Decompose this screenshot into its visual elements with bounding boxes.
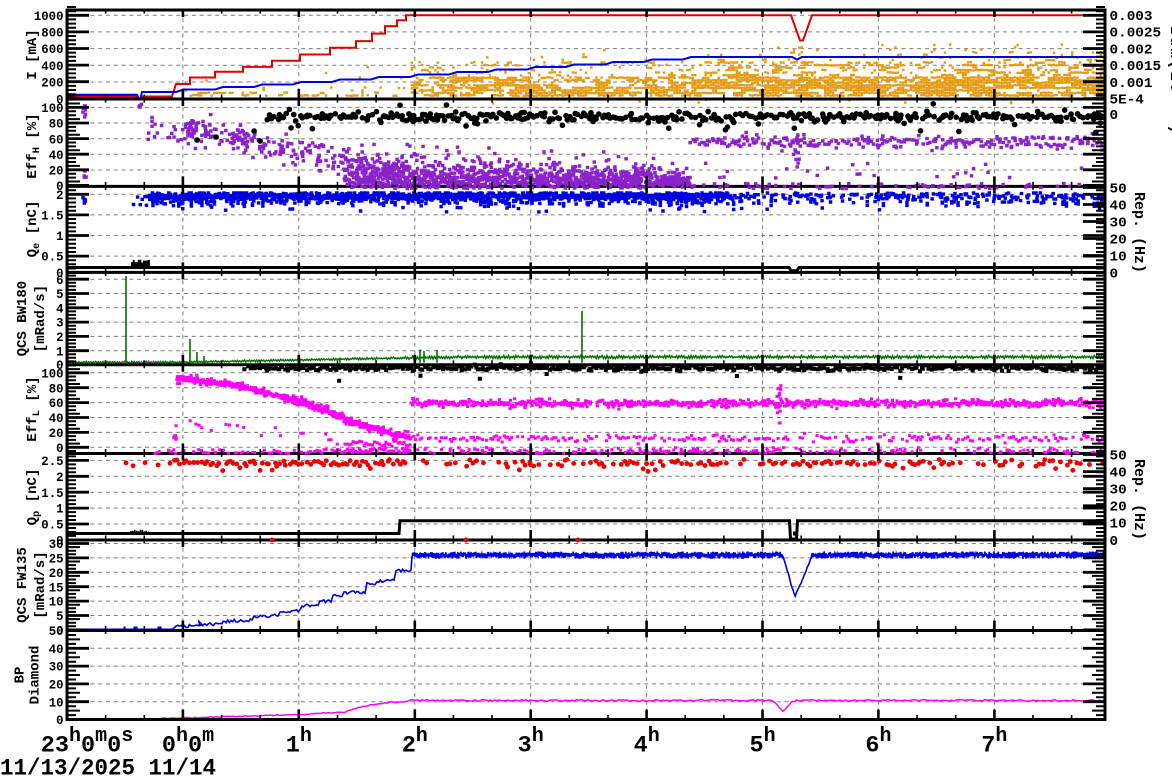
svg-text:5: 5 — [56, 609, 64, 624]
svg-text:Qe [nC]: Qe [nC] — [25, 201, 43, 258]
svg-text:80: 80 — [49, 117, 64, 132]
svg-text:4h: 4h — [634, 725, 660, 760]
svg-text:10: 10 — [49, 695, 64, 710]
svg-text:0: 0 — [1110, 109, 1119, 124]
svg-text:QCS BW180: QCS BW180 — [15, 281, 31, 357]
svg-text:50: 50 — [1110, 182, 1127, 197]
svg-text:0.5: 0.5 — [41, 518, 63, 533]
svg-text:0.002: 0.002 — [1110, 43, 1153, 58]
svg-text:BP: BP — [13, 667, 29, 684]
svg-text:Diamond: Diamond — [28, 646, 44, 705]
svg-text:3: 3 — [56, 316, 64, 331]
svg-text:100: 100 — [41, 366, 63, 381]
svg-text:2: 2 — [56, 330, 64, 345]
svg-text:6: 6 — [56, 273, 64, 288]
svg-text:5h: 5h — [750, 725, 776, 760]
svg-text:2: 2 — [56, 470, 64, 485]
svg-text:40: 40 — [49, 411, 64, 426]
svg-text:Rep. (Hz): Rep. (Hz) — [1130, 192, 1147, 273]
svg-text:0.001: 0.001 — [1110, 77, 1153, 92]
svg-text:5: 5 — [56, 287, 64, 302]
svg-text:EffL [%]: EffL [%] — [25, 376, 43, 441]
svg-text:0.0015: 0.0015 — [1110, 60, 1162, 75]
svg-text:1: 1 — [56, 229, 64, 244]
svg-text:1.5: 1.5 — [41, 486, 63, 501]
svg-text:20: 20 — [1110, 233, 1127, 248]
svg-text:10: 10 — [1110, 518, 1127, 533]
svg-text:0: 0 — [56, 441, 64, 456]
svg-text:0.0025: 0.0025 — [1110, 27, 1162, 42]
svg-text:2.5: 2.5 — [41, 454, 63, 469]
svg-text:EffH [%]: EffH [%] — [25, 113, 43, 178]
svg-text:50: 50 — [1110, 449, 1127, 464]
svg-text:23h0m0s: 23h0m0s — [41, 725, 133, 760]
svg-text:Qp [nC]: Qp [nC] — [25, 469, 43, 526]
svg-text:0: 0 — [56, 713, 64, 728]
svg-text:600: 600 — [41, 42, 63, 57]
svg-text:40: 40 — [1110, 466, 1127, 481]
svg-text:20: 20 — [49, 678, 64, 693]
svg-text:25: 25 — [49, 552, 64, 567]
svg-text:20: 20 — [49, 164, 64, 179]
svg-text:1000: 1000 — [34, 9, 64, 24]
svg-text:10: 10 — [49, 595, 64, 610]
svg-text:20: 20 — [49, 426, 64, 441]
svg-text:0: 0 — [56, 92, 64, 107]
svg-text:20: 20 — [1110, 501, 1127, 516]
svg-text:0.003: 0.003 — [1110, 10, 1153, 25]
svg-text:50: 50 — [49, 624, 64, 639]
svg-text:[mRad/s]: [mRad/s] — [33, 551, 49, 618]
svg-text:15: 15 — [49, 580, 64, 595]
svg-text:40: 40 — [1110, 199, 1127, 214]
svg-text:30: 30 — [49, 537, 64, 552]
svg-text:QCS FW135: QCS FW135 — [15, 547, 31, 623]
svg-text:4: 4 — [56, 301, 64, 316]
svg-text:30: 30 — [1110, 484, 1127, 499]
svg-text:10: 10 — [1110, 250, 1127, 265]
svg-text:100: 100 — [41, 101, 63, 116]
svg-text:30: 30 — [1110, 216, 1127, 231]
svg-text:0.5: 0.5 — [41, 250, 63, 265]
svg-text:0h0m: 0h0m — [162, 725, 214, 760]
svg-text:800: 800 — [41, 26, 63, 41]
svg-text:80: 80 — [49, 381, 64, 396]
svg-text:0: 0 — [56, 179, 64, 194]
svg-text:400: 400 — [41, 59, 63, 74]
svg-text:200: 200 — [41, 76, 63, 91]
svg-text:20: 20 — [49, 566, 64, 581]
svg-text:40: 40 — [49, 642, 64, 657]
svg-text:1h: 1h — [286, 725, 312, 760]
svg-text:6h: 6h — [865, 725, 891, 760]
svg-text:0: 0 — [1110, 267, 1119, 282]
svg-text:7h: 7h — [981, 725, 1007, 760]
svg-text:0: 0 — [56, 358, 64, 373]
svg-text:0: 0 — [56, 624, 64, 639]
svg-text:60: 60 — [49, 132, 64, 147]
svg-text:Rep. (Hz): Rep. (Hz) — [1130, 459, 1147, 540]
svg-text:Lum(1034 ): Lum(1034 ) — [1166, 26, 1172, 134]
svg-text:5E-4: 5E-4 — [1110, 94, 1144, 109]
svg-text:1.5: 1.5 — [41, 209, 63, 224]
svg-text:3h: 3h — [518, 725, 544, 760]
svg-text:2: 2 — [56, 188, 64, 203]
svg-text:[mRad/s]: [mRad/s] — [33, 285, 49, 352]
svg-text:60: 60 — [49, 396, 64, 411]
svg-text:1: 1 — [56, 502, 64, 517]
svg-text:40: 40 — [49, 148, 64, 163]
svg-text:2h: 2h — [402, 725, 428, 760]
svg-text:I [mA]: I [mA] — [25, 29, 41, 79]
svg-text:0: 0 — [56, 266, 64, 281]
svg-text:0: 0 — [1110, 535, 1119, 550]
svg-text:30: 30 — [49, 660, 64, 675]
svg-text:11/13/2025 11/14: 11/13/2025 11/14 — [0, 756, 216, 782]
svg-text:0: 0 — [56, 534, 64, 549]
svg-text:1: 1 — [56, 344, 64, 359]
